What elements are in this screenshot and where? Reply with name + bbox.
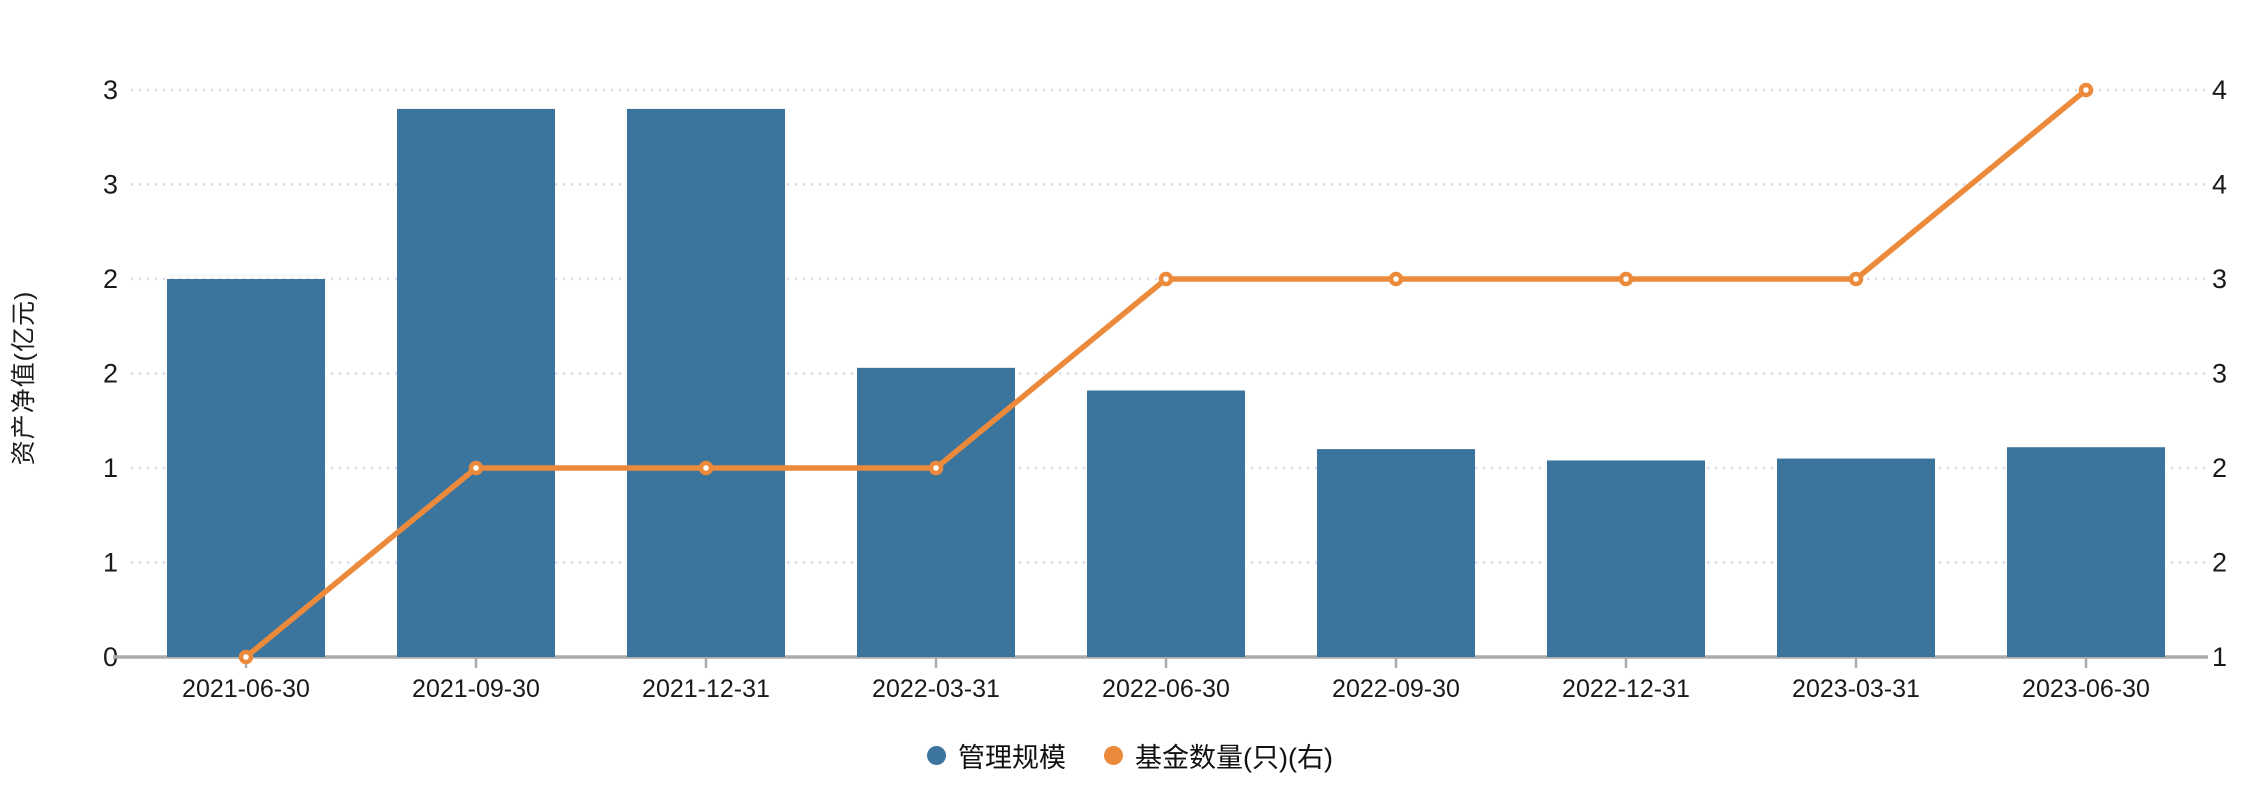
left-axis-tick-label: 3 — [103, 170, 118, 200]
right-axis-tick-label: 3 — [2212, 359, 2227, 389]
right-axis-tick-label: 4 — [2212, 75, 2227, 105]
left-axis-tick-label: 3 — [103, 75, 118, 105]
left-axis-tick-label: 2 — [103, 359, 118, 389]
bar-2022-06-30[interactable] — [1087, 390, 1245, 657]
right-axis-tick-label: 1 — [2212, 642, 2227, 672]
bar-2022-09-30[interactable] — [1317, 449, 1475, 657]
left-axis-tick-label: 1 — [103, 453, 118, 483]
line-marker-2023-03-31[interactable] — [1848, 271, 1864, 287]
legend-dot-bar-icon — [927, 746, 947, 765]
x-axis-label: 2021-09-30 — [412, 675, 540, 703]
line-marker-2022-09-30[interactable] — [1388, 271, 1404, 287]
right-axis-tick-label: 2 — [2212, 548, 2227, 578]
legend-label-line: 基金数量(只)(右) — [1135, 743, 1333, 773]
line-marker-2023-06-30[interactable] — [2078, 82, 2094, 98]
y-axis-title: 资产净值(亿元) — [10, 290, 38, 466]
bar-2021-12-31[interactable] — [627, 108, 785, 657]
x-axis-label: 2023-06-30 — [2022, 675, 2150, 703]
legend-label-bar: 管理规模 — [958, 743, 1067, 773]
right-axis-tick-label: 4 — [2212, 170, 2227, 200]
right-axis-tick-label: 3 — [2212, 264, 2227, 294]
left-axis-tick-label: 0 — [103, 642, 118, 672]
x-axis-label: 2021-06-30 — [182, 675, 310, 703]
bar-2021-09-30[interactable] — [397, 108, 555, 657]
left-axis-tick-label: 1 — [103, 548, 118, 578]
bar-2022-12-31[interactable] — [1547, 460, 1705, 657]
left-axis-tick-label: 2 — [103, 264, 118, 294]
bar-2023-03-31[interactable] — [1777, 458, 1935, 657]
x-axis-label: 2023-03-31 — [1792, 675, 1920, 703]
x-axis-label: 2022-03-31 — [872, 675, 1000, 703]
legend-item-line-series[interactable]: 基金数量(只)(右) — [1104, 736, 1333, 775]
bar-2021-06-30[interactable] — [167, 279, 325, 657]
line-marker-2021-12-31[interactable] — [698, 460, 714, 476]
legend: 管理规模 基金数量(只)(右) — [0, 736, 2260, 775]
line-marker-2022-03-31[interactable] — [928, 460, 944, 476]
x-axis-label: 2022-09-30 — [1332, 675, 1460, 703]
line-marker-2022-06-30[interactable] — [1158, 271, 1174, 287]
bar-2022-03-31[interactable] — [857, 367, 1015, 657]
line-marker-2022-12-31[interactable] — [1618, 271, 1634, 287]
legend-dot-line-icon — [1104, 746, 1124, 765]
bar-2023-06-30[interactable] — [2007, 447, 2165, 657]
x-axis-label: 2022-06-30 — [1102, 675, 1230, 703]
line-marker-2021-06-30[interactable] — [238, 649, 254, 665]
right-axis-tick-label: 2 — [2212, 453, 2227, 483]
legend-item-bar-series[interactable]: 管理规模 — [927, 736, 1066, 775]
line-marker-2021-09-30[interactable] — [468, 460, 484, 476]
x-axis-label: 2022-12-31 — [1562, 675, 1690, 703]
x-axis-label: 2021-12-31 — [642, 675, 770, 703]
